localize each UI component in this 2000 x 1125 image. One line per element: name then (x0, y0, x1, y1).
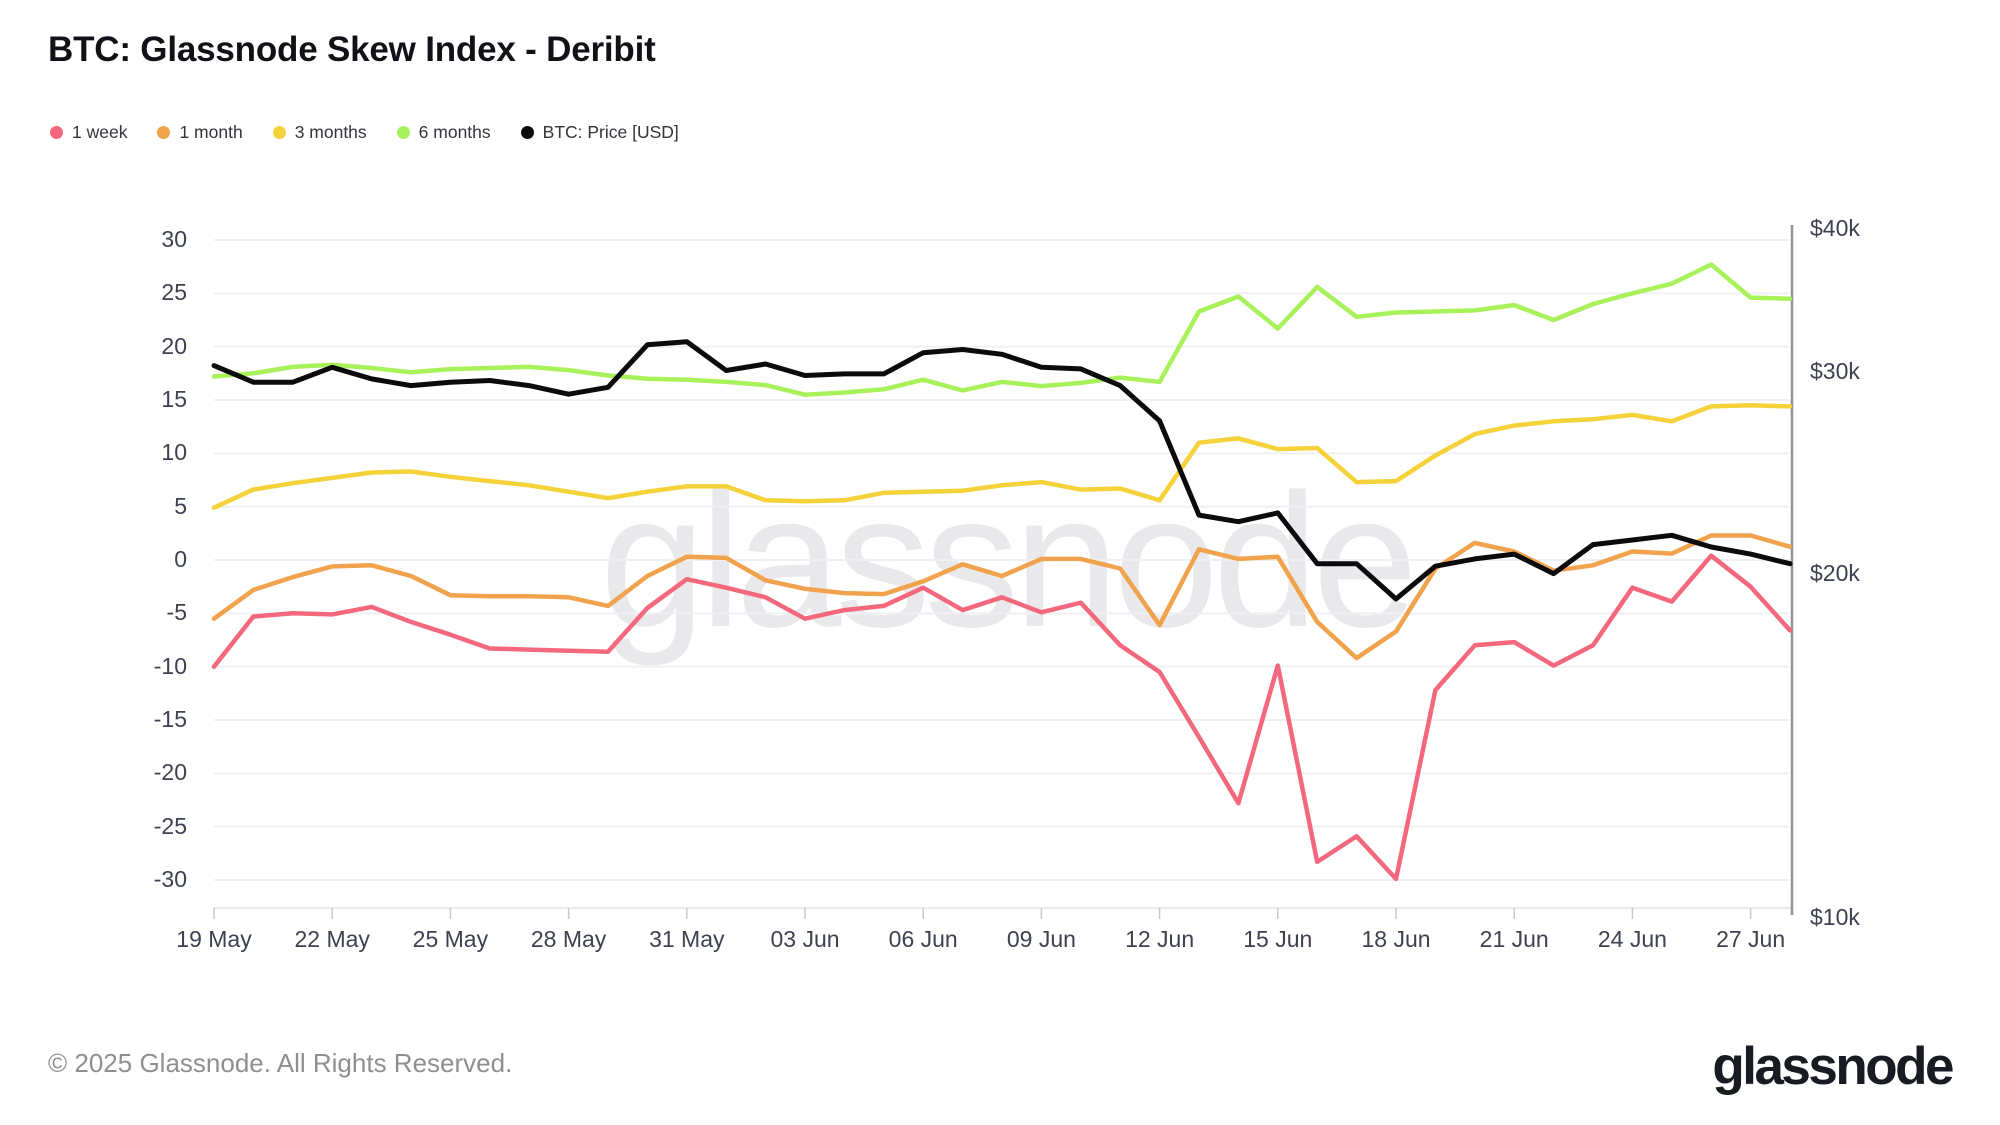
x-axis-tick-label: 15 Jun (1243, 926, 1313, 952)
legend-swatch-icon (396, 126, 410, 139)
y-axis-tick-label: 20 (161, 332, 187, 359)
series-line-3-months (211, 403, 1793, 510)
legend-swatch-icon (520, 126, 534, 139)
y-axis-tick-label: 30 (161, 225, 187, 252)
right-axis-tick-label: $30k (1810, 358, 1860, 385)
y-axis-tick-label: 15 (161, 385, 187, 412)
y-axis-tick-label: -30 (153, 866, 187, 892)
series-line-6-months (211, 262, 1793, 397)
x-axis-tick-label: 03 Jun (770, 926, 840, 952)
series-line-1-week (211, 553, 1793, 882)
right-axis-tick-label: $40k (1810, 215, 1860, 242)
legend-item-1-week[interactable]: 1 week (50, 122, 127, 143)
x-axis-tick-label: 12 Jun (1125, 926, 1195, 952)
right-axis-tick-label: $20k (1810, 559, 1860, 586)
x-axis-tick-label: 28 May (530, 926, 607, 952)
x-axis-tick-label: 19 May (176, 926, 252, 952)
y-axis-tick-label: -10 (153, 652, 187, 679)
legend-item-label: BTC: Price [USD] (542, 122, 679, 142)
legend: 1 week 1 month 3 months 6 months BTC: Price … (50, 122, 679, 143)
x-axis-tick-label: 09 Jun (1006, 926, 1076, 952)
glassnode-logo: glassnode (1712, 1037, 1954, 1096)
page-title: BTC: Glassnode Skew Index - Deribit (48, 30, 656, 69)
x-axis-tick-label: 22 May (294, 926, 370, 952)
x-axis-tick-label: 27 Jun (1716, 926, 1786, 952)
x-axis-tick-label: 18 Jun (1361, 926, 1431, 952)
legend-item-btc-price-usd[interactable]: BTC: Price [USD] (520, 122, 679, 143)
x-axis-tick-label: 31 May (649, 926, 725, 952)
x-axis-tick-label: 24 Jun (1597, 926, 1667, 952)
footer-copyright: © 2025 Glassnode. All Rights Reserved. (48, 1048, 513, 1078)
x-axis-tick-label: 06 Jun (888, 926, 958, 952)
legend-item-label: 1 week (72, 122, 128, 142)
y-axis-tick-label: -15 (153, 706, 187, 732)
legend-swatch-icon (272, 126, 286, 139)
series-line-btc-price-usd (211, 339, 1793, 602)
y-axis-tick-label: 25 (161, 279, 187, 306)
x-axis-tick-label: 21 Jun (1479, 926, 1549, 952)
y-axis-tick-label: -20 (153, 759, 187, 786)
legend-item-label: 6 months (418, 122, 491, 142)
legend-item-label: 1 month (179, 122, 243, 142)
right-axis-tick-label: $10k (1810, 903, 1860, 930)
y-axis-tick-label: 0 (174, 546, 187, 572)
x-axis-tick-label: 25 May (412, 926, 489, 952)
y-axis-tick-label: -5 (166, 599, 187, 626)
y-axis-tick-label: -25 (153, 812, 187, 839)
legend-item-6-months[interactable]: 6 months (396, 122, 491, 143)
legend-item-1-month[interactable]: 1 month (157, 122, 243, 143)
legend-item-3-months[interactable]: 3 months (272, 122, 367, 143)
legend-item-label: 3 months (294, 122, 367, 142)
legend-swatch-icon (157, 126, 171, 139)
legend-swatch-icon (50, 126, 63, 139)
y-axis-tick-label: 10 (161, 439, 187, 466)
y-axis-tick-label: 5 (174, 492, 187, 519)
